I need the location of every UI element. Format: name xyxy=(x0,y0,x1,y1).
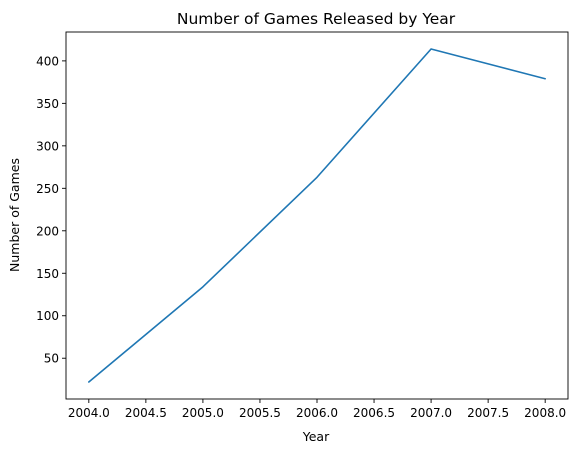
plot-frame xyxy=(65,31,569,400)
y-tick-label: 300 xyxy=(36,139,59,153)
series-line-0 xyxy=(88,48,546,383)
y-tick-label: 150 xyxy=(36,267,59,281)
y-tick-label: 200 xyxy=(36,224,59,238)
y-tick-label: 250 xyxy=(36,182,59,196)
x-tick-label: 2004.0 xyxy=(68,406,110,420)
x-axis: 2004.0 2004.5 2005.0 2005.5 2006.0 2006.5 2007… xyxy=(68,399,566,420)
y-axis-label: Number of Games xyxy=(7,158,22,272)
x-tick-label: 2008.0 xyxy=(524,406,566,420)
x-axis-label: Year xyxy=(302,429,330,444)
x-tick-label: 2007.0 xyxy=(410,406,452,420)
x-tick-label: 2006.5 xyxy=(353,406,395,420)
series-layer xyxy=(88,48,546,383)
y-tick-label: 350 xyxy=(36,97,59,111)
y-axis: 50 100 150 200 250 300 350 400 xyxy=(36,54,66,366)
y-tick-label: 50 xyxy=(44,352,59,366)
x-tick-label: 2006.0 xyxy=(296,406,338,420)
x-tick-label: 2007.5 xyxy=(467,406,509,420)
x-tick-label: 2004.5 xyxy=(125,406,167,420)
chart-title: Number of Games Released by Year xyxy=(177,10,456,28)
x-tick-label: 2005.0 xyxy=(182,406,224,420)
y-tick-label: 400 xyxy=(36,54,59,68)
x-tick-label: 2005.5 xyxy=(239,406,281,420)
y-tick-label: 100 xyxy=(36,309,59,323)
plot-area xyxy=(65,31,569,400)
